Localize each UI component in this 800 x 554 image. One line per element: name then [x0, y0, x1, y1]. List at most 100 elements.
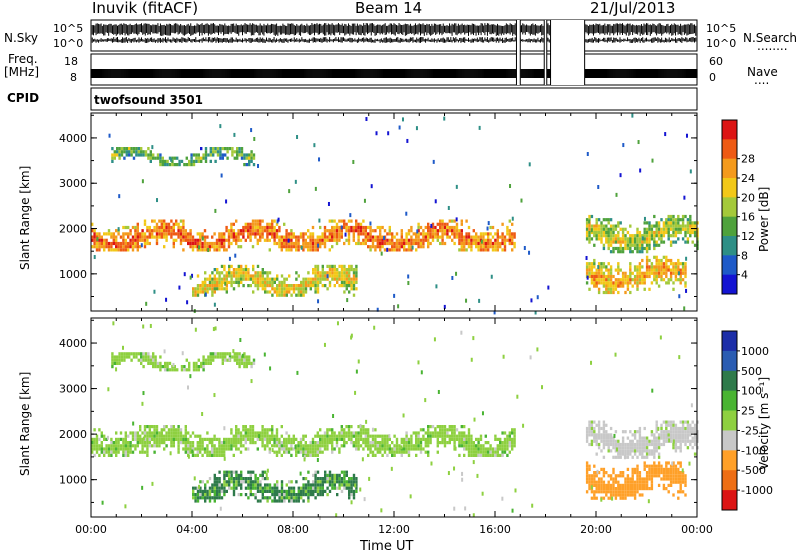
echo-cell	[602, 274, 606, 279]
echo-cell	[211, 444, 214, 448]
echo-cell	[338, 235, 341, 239]
echo-cell	[477, 441, 480, 445]
echo-cell	[278, 493, 281, 497]
echo-cell	[348, 264, 351, 268]
echo-cell	[328, 441, 331, 445]
echo-cell	[249, 480, 252, 484]
echo-cell	[679, 227, 682, 231]
echo-cell	[326, 264, 329, 268]
echo-cell	[316, 264, 320, 268]
echo-cell	[395, 437, 399, 441]
echo-cell	[458, 441, 461, 445]
echo-cell	[93, 232, 96, 236]
echo-cell	[221, 153, 224, 157]
echo-cell	[232, 434, 235, 438]
scatter-point	[455, 184, 458, 189]
echo-cell	[98, 248, 101, 252]
echo-cell	[453, 219, 456, 223]
echo-cell	[636, 237, 639, 241]
echo-cell	[194, 499, 197, 503]
echo-cell	[172, 241, 175, 246]
echo-cell	[134, 444, 137, 448]
echo-cell	[357, 425, 360, 429]
echo-cell	[103, 245, 106, 249]
echo-cell	[93, 453, 96, 457]
echo-cell	[254, 441, 257, 445]
echo-cell	[590, 274, 594, 279]
echo-cell	[252, 470, 255, 474]
echo-cell	[244, 480, 248, 484]
echo-cell	[219, 153, 222, 157]
echo-cell	[667, 237, 670, 241]
echo-cell	[280, 483, 284, 487]
echo-cell	[417, 241, 420, 246]
echo-cell	[609, 240, 613, 244]
echo-cell	[455, 225, 459, 230]
echo-cell	[489, 225, 492, 230]
echo-cell	[231, 147, 234, 151]
echo-cell	[131, 434, 135, 438]
echo-cell	[626, 287, 630, 291]
echo-cell	[115, 229, 118, 233]
echo-cell	[172, 441, 175, 445]
echo-cell	[665, 227, 668, 231]
echo-cell	[597, 218, 601, 222]
echo-cell	[369, 245, 372, 249]
echo-cell	[350, 277, 353, 281]
echo-cell	[147, 153, 150, 157]
echo-cell	[129, 238, 132, 242]
echo-cell	[513, 434, 516, 438]
echo-cell	[352, 444, 355, 448]
echo-cell	[155, 238, 159, 242]
echo-cell	[132, 147, 136, 151]
echo-cell	[621, 281, 625, 285]
echo-cell	[300, 287, 303, 291]
echo-cell	[691, 240, 694, 244]
echo-cell	[612, 290, 615, 295]
scatter-point	[313, 143, 316, 148]
echo-cell	[629, 243, 632, 247]
echo-cell	[629, 262, 632, 266]
echo-cell	[326, 447, 329, 451]
echo-cell	[146, 441, 149, 445]
echo-cell	[681, 227, 685, 231]
echo-cell	[417, 245, 420, 249]
echo-cell	[208, 441, 211, 445]
echo-cell	[338, 219, 341, 223]
echo-cell	[588, 230, 591, 235]
echo-cell	[128, 153, 131, 157]
echo-cell	[324, 284, 327, 288]
echo-cell	[496, 450, 499, 454]
echo-cell	[165, 238, 168, 242]
echo-cell	[393, 235, 396, 239]
echo-cell	[677, 227, 680, 231]
echo-cell	[662, 268, 666, 272]
echo-cell	[218, 274, 221, 278]
echo-cell	[496, 238, 499, 242]
echo-cell	[196, 493, 200, 497]
echo-cell	[117, 437, 120, 441]
echo-cell	[323, 229, 327, 233]
echo-cell	[400, 238, 403, 242]
echo-cell	[244, 493, 248, 497]
echo-cell	[309, 453, 312, 457]
echo-cell	[304, 232, 307, 236]
scatter-point	[615, 192, 618, 197]
echo-cell	[323, 232, 327, 236]
echo-cell	[588, 265, 591, 269]
echo-cell	[136, 444, 139, 448]
echo-cell	[441, 225, 444, 230]
echo-cell	[376, 238, 379, 242]
echo-cell	[607, 246, 610, 251]
echo-cell	[379, 238, 382, 242]
echo-cell	[273, 280, 276, 284]
echo-cell	[357, 222, 360, 226]
echo-cell	[213, 489, 216, 493]
echo-cell	[336, 280, 339, 284]
echo-cell	[600, 278, 603, 282]
echo-cell	[203, 238, 207, 242]
echo-cell	[499, 235, 502, 239]
scatter-point	[639, 168, 642, 173]
echo-cell	[307, 271, 310, 275]
echo-cell	[268, 248, 271, 252]
